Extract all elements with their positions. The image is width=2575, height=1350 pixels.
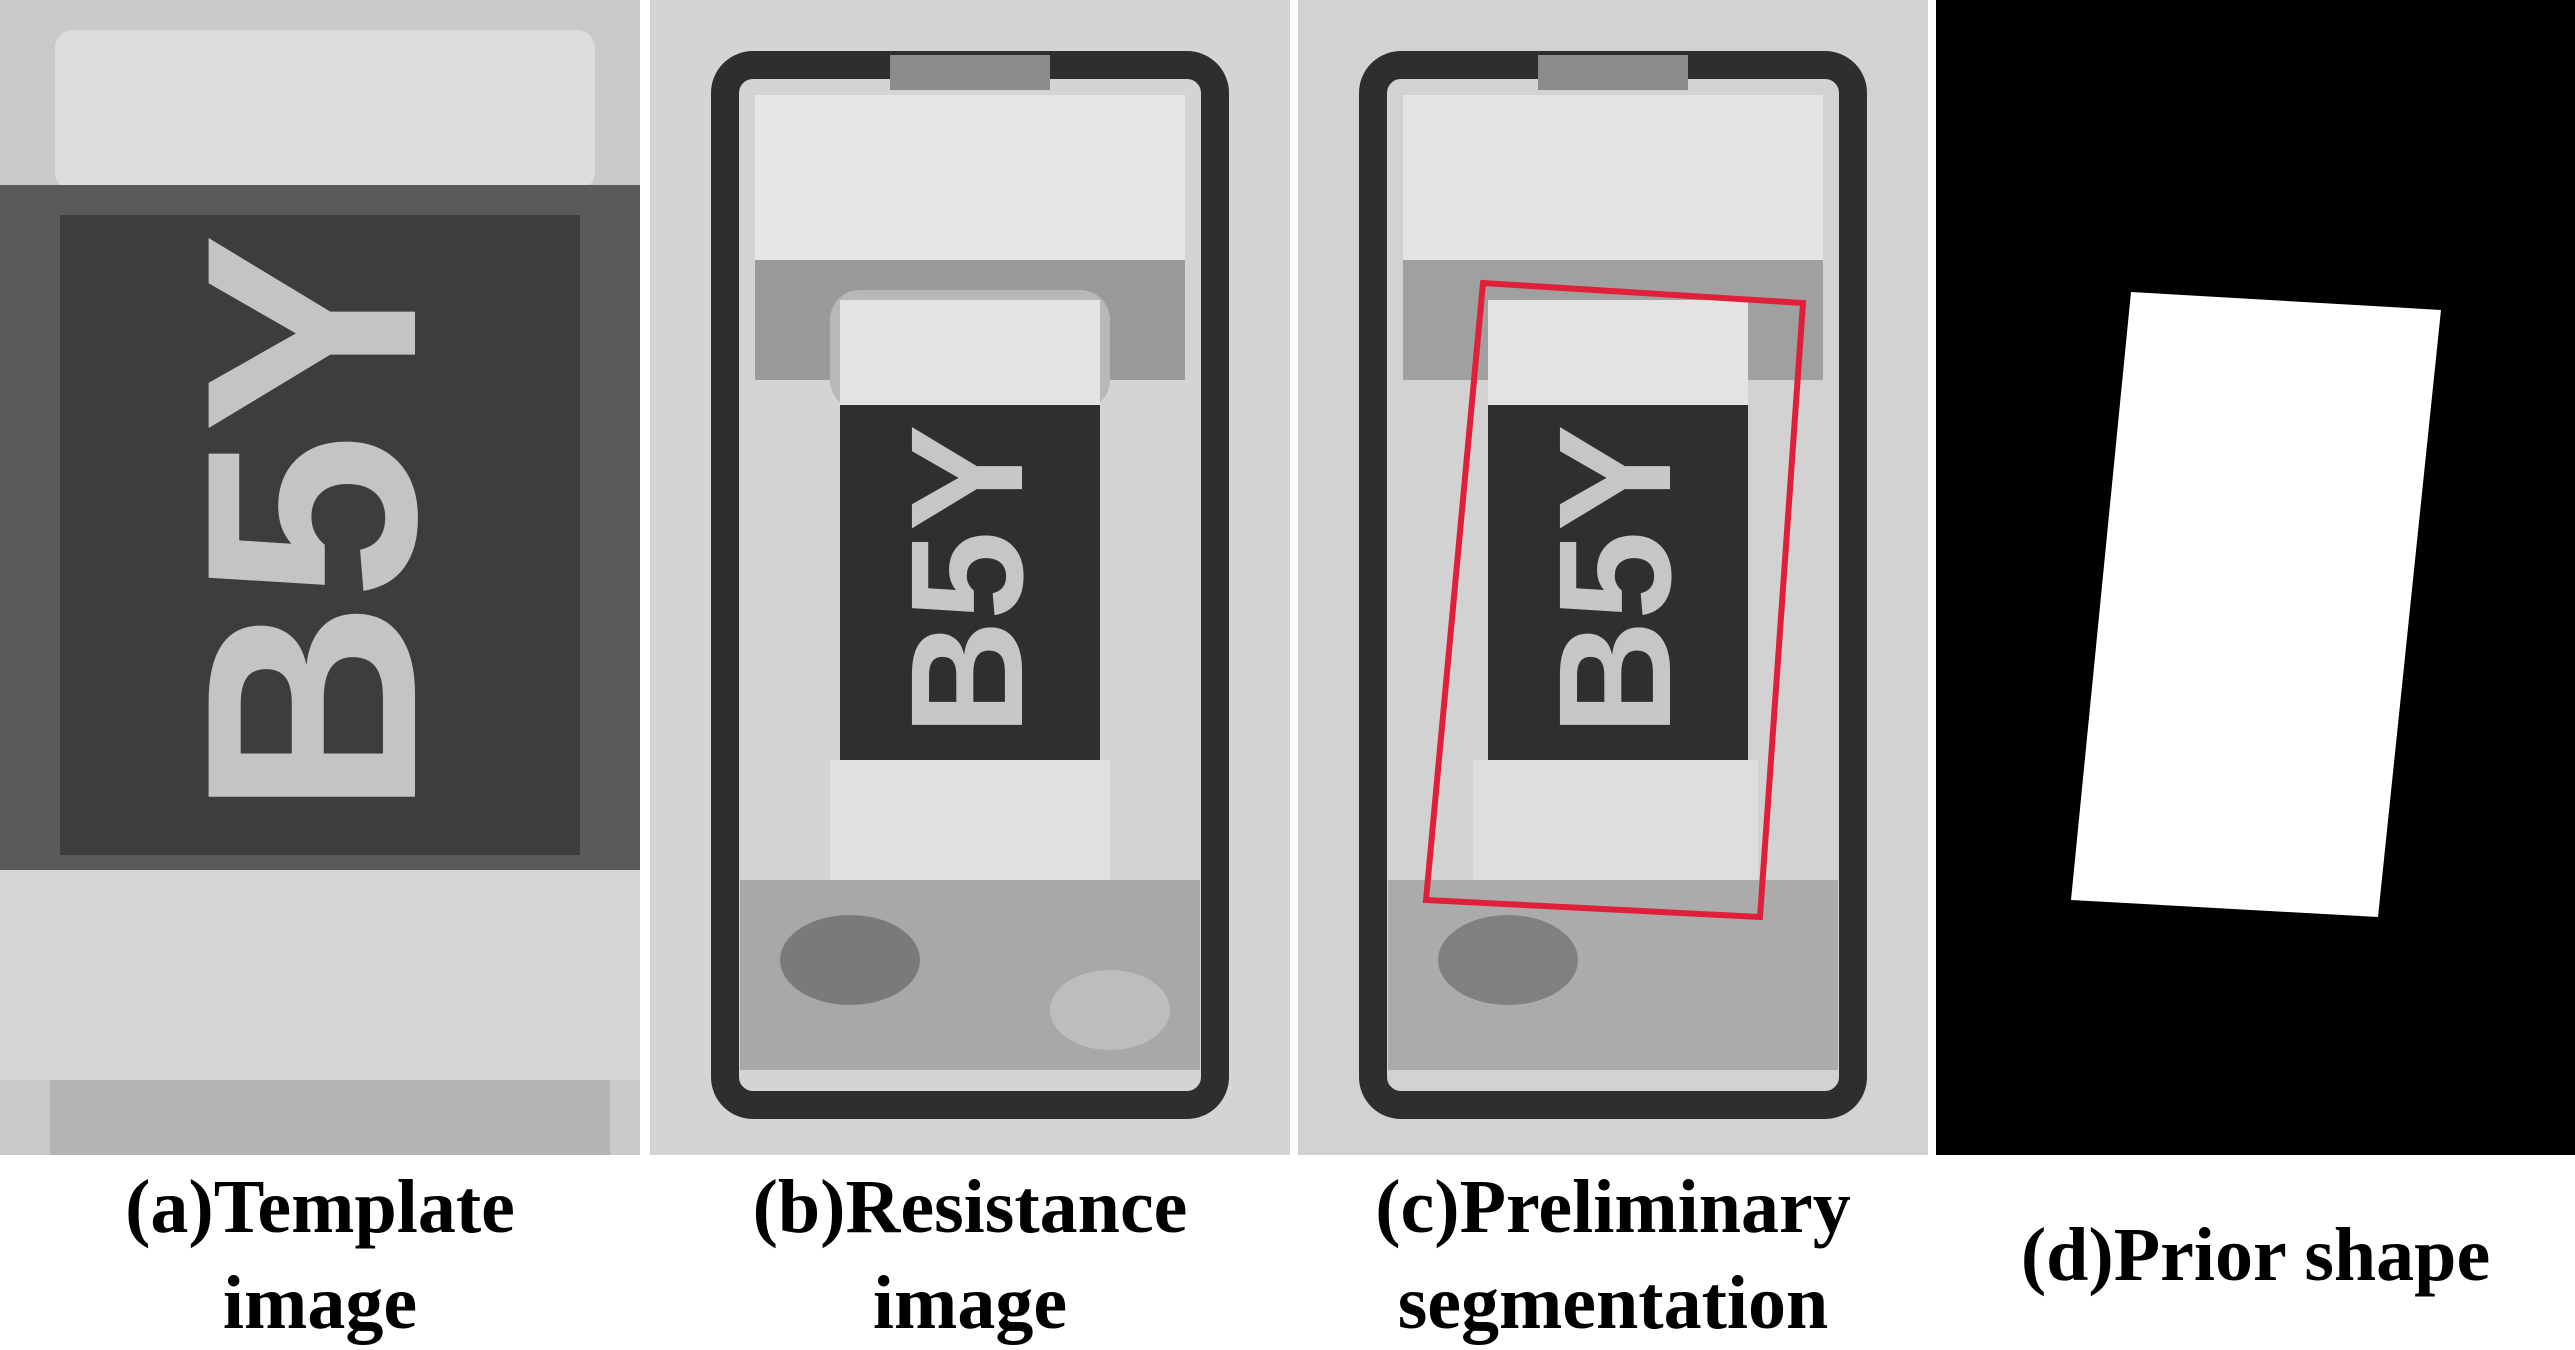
resistance-image: B5Y [650, 0, 1290, 1155]
caption-b-line2: image [872, 1261, 1068, 1345]
resistance-image-panel: B5Y [650, 0, 1290, 1155]
chip-marking-c: B5Y [1525, 424, 1704, 735]
template-image-panel: B5Y [0, 0, 640, 1155]
caption-preliminary-segmentation: (c)Preliminary segmentation [1298, 1160, 1928, 1350]
caption-a-line1: (a)Template [125, 1165, 515, 1249]
caption-b-line1: (b)Resistance [752, 1165, 1188, 1249]
prior-shape-mask [1936, 0, 2575, 1155]
template-image: B5Y [0, 0, 640, 1155]
prior-shape-region [2071, 292, 2441, 917]
caption-prior-shape: (d)Prior shape [1936, 1160, 2575, 1350]
caption-resistance-image: (b)Resistance image [650, 1160, 1290, 1350]
chip-marking-b: B5Y [877, 424, 1056, 735]
caption-c-line1: (c)Preliminary [1375, 1165, 1851, 1249]
caption-d-line1: (d)Prior shape [2020, 1213, 2491, 1297]
caption-a-line2: image [222, 1261, 418, 1345]
preliminary-segmentation-panel: B5Y [1298, 0, 1928, 1155]
chip-marking-a: B5Y [143, 233, 479, 817]
preliminary-segmentation-image: B5Y [1298, 0, 1928, 1155]
segmentation-bounding-box [1422, 279, 1807, 921]
caption-template-image: (a)Template image [0, 1160, 640, 1350]
caption-c-line2: segmentation [1397, 1261, 1829, 1345]
prior-shape-panel [1936, 0, 2575, 1155]
